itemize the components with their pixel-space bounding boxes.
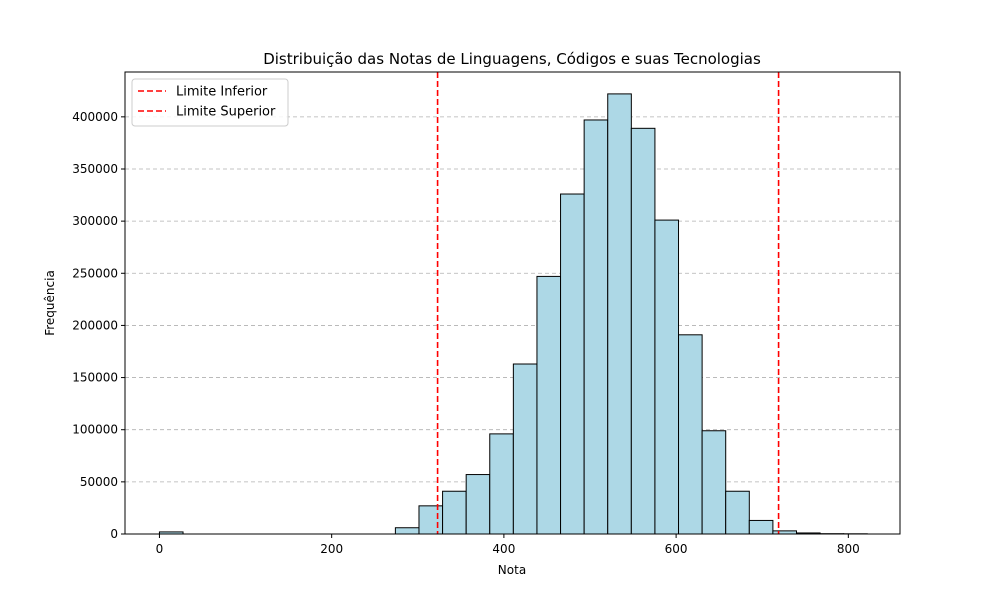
x-tick-label: 200: [320, 542, 343, 556]
histogram-bar: [607, 93, 632, 535]
reference-lines: [436, 72, 780, 534]
histogram-bar: [489, 433, 514, 535]
y-tick-label: 150000: [72, 371, 118, 385]
histogram-bar: [630, 127, 656, 535]
legend-box: [131, 78, 289, 127]
histogram-bar: [725, 490, 750, 535]
histogram-bar: [654, 219, 680, 535]
histogram-bar: [418, 505, 444, 535]
y-tick-label: 200000: [72, 318, 118, 332]
x-axis-title: Nota: [498, 563, 526, 577]
y-tick-label: 300000: [72, 214, 118, 228]
histogram-bar: [512, 363, 538, 535]
legend-label: Limite Inferior: [176, 85, 268, 100]
y-axis-title: Frequência: [43, 270, 57, 336]
y-tick-label: 50000: [80, 475, 118, 489]
y-tick-label: 250000: [72, 266, 118, 280]
y-tick-label: 100000: [72, 423, 118, 437]
y-tick-label: 0: [110, 527, 118, 541]
histogram-bar: [536, 275, 562, 535]
histogram-bar: [583, 119, 609, 535]
histogram-bar: [394, 527, 420, 535]
plot-frame: [124, 71, 901, 535]
histogram-bar: [442, 490, 467, 535]
chart-title: Distribuição das Notas de Linguagens, Có…: [263, 50, 761, 68]
x-tick-label: 800: [837, 542, 860, 556]
y-axis: 0 50000 100000 150000 200000 250000 300000 3500…: [72, 110, 125, 541]
histogram-bar: [748, 519, 774, 535]
grid-lines: [125, 116, 900, 535]
x-tick-label: 400: [492, 542, 515, 556]
x-axis: 0 200 400 600 800: [156, 534, 860, 556]
y-tick-label: 400000: [72, 110, 118, 124]
histogram-bar: [560, 193, 585, 535]
histogram-bar: [465, 474, 491, 535]
x-tick-label: 0: [156, 542, 164, 556]
legend: Limite Inferior Limite Superior: [131, 78, 289, 127]
histogram-bar: [678, 334, 703, 535]
legend-label: Limite Superior: [176, 105, 276, 120]
histogram-bar: [701, 430, 727, 535]
histogram-bars: [158, 93, 868, 535]
x-tick-label: 600: [665, 542, 688, 556]
y-tick-label: 350000: [72, 162, 118, 176]
